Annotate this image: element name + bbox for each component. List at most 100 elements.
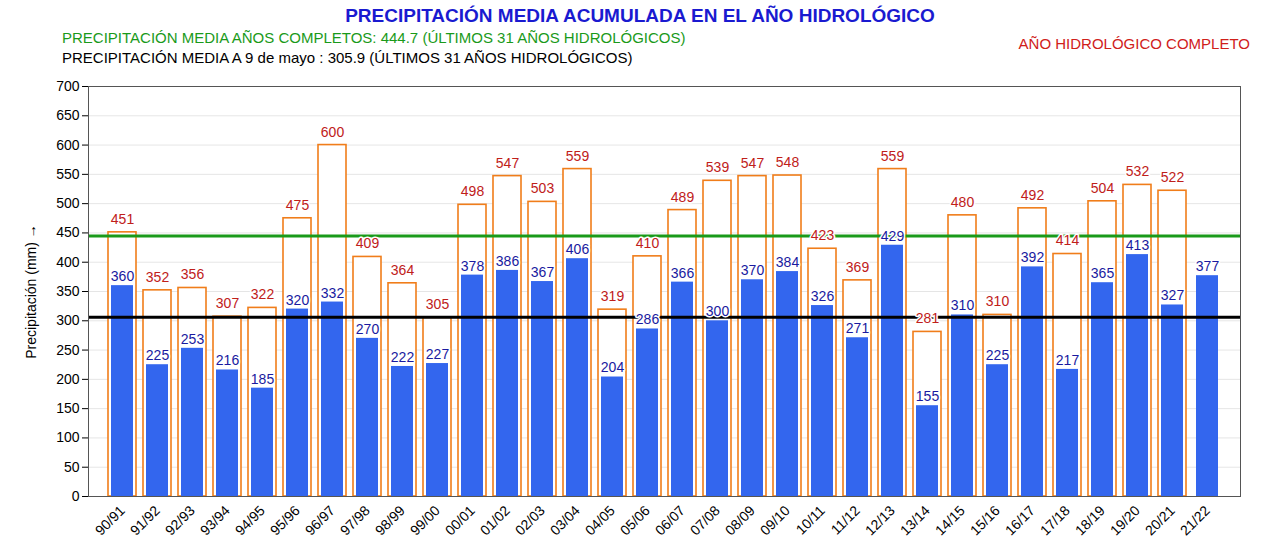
svg-text:18/19: 18/19	[1072, 502, 1108, 538]
svg-text:522: 522	[1161, 169, 1185, 185]
svg-text:539: 539	[706, 159, 730, 175]
svg-text:409: 409	[356, 235, 380, 251]
svg-text:200: 200	[56, 371, 80, 387]
svg-text:429: 429	[881, 228, 905, 244]
svg-text:17/18: 17/18	[1037, 502, 1073, 538]
svg-text:547: 547	[741, 155, 765, 171]
svg-text:21/22: 21/22	[1177, 502, 1213, 538]
svg-text:155: 155	[916, 388, 940, 404]
svg-text:90/91: 90/91	[92, 502, 128, 538]
svg-text:04/05: 04/05	[582, 502, 618, 538]
svg-text:95/96: 95/96	[267, 502, 303, 538]
svg-text:250: 250	[56, 342, 80, 358]
svg-text:94/95: 94/95	[232, 502, 268, 538]
svg-text:50: 50	[64, 459, 80, 475]
svg-text:377: 377	[1196, 258, 1220, 274]
svg-text:392: 392	[1021, 249, 1045, 265]
svg-text:307: 307	[216, 295, 240, 311]
svg-text:423: 423	[811, 227, 835, 243]
svg-text:365: 365	[1091, 265, 1115, 281]
svg-text:504: 504	[1091, 180, 1115, 196]
svg-text:475: 475	[286, 197, 310, 213]
svg-text:451: 451	[111, 211, 135, 227]
svg-text:222: 222	[391, 349, 415, 365]
svg-text:281: 281	[916, 310, 940, 326]
svg-text:559: 559	[881, 148, 905, 164]
svg-text:360: 360	[111, 268, 135, 284]
svg-text:225: 225	[146, 347, 170, 363]
svg-text:450: 450	[56, 224, 80, 240]
svg-text:500: 500	[56, 195, 80, 211]
svg-text:489: 489	[671, 189, 695, 205]
svg-text:20/21: 20/21	[1142, 502, 1178, 538]
svg-text:98/99: 98/99	[372, 502, 408, 538]
svg-text:216: 216	[216, 352, 240, 368]
svg-text:400: 400	[56, 254, 80, 270]
svg-text:300: 300	[56, 312, 80, 328]
svg-text:253: 253	[181, 331, 205, 347]
svg-text:410: 410	[636, 235, 660, 251]
svg-text:185: 185	[251, 371, 275, 387]
svg-text:310: 310	[986, 293, 1010, 309]
svg-text:227: 227	[426, 346, 450, 362]
svg-text:13/14: 13/14	[897, 502, 933, 538]
svg-text:286: 286	[636, 311, 660, 327]
svg-text:96/97: 96/97	[302, 502, 338, 538]
svg-text:367: 367	[531, 264, 555, 280]
svg-text:0: 0	[72, 488, 80, 504]
svg-text:204: 204	[601, 359, 625, 375]
svg-text:366: 366	[671, 265, 695, 281]
svg-text:01/02: 01/02	[477, 502, 513, 538]
svg-text:356: 356	[181, 266, 205, 282]
svg-text:91/92: 91/92	[127, 502, 163, 538]
svg-text:305: 305	[426, 296, 450, 312]
svg-text:550: 550	[56, 166, 80, 182]
svg-text:600: 600	[56, 137, 80, 153]
svg-text:547: 547	[496, 155, 520, 171]
svg-text:406: 406	[566, 241, 590, 257]
svg-text:378: 378	[461, 258, 485, 274]
svg-text:14/15: 14/15	[932, 502, 968, 538]
svg-text:Precipitación (mm) →: Precipitación (mm) →	[23, 224, 39, 359]
svg-text:09/10: 09/10	[757, 502, 793, 538]
svg-text:492: 492	[1021, 187, 1045, 203]
svg-text:97/98: 97/98	[337, 502, 373, 538]
svg-text:332: 332	[321, 285, 345, 301]
svg-text:08/09: 08/09	[722, 502, 758, 538]
svg-text:498: 498	[461, 183, 485, 199]
svg-text:310: 310	[951, 297, 975, 313]
svg-text:319: 319	[601, 288, 625, 304]
svg-text:326: 326	[811, 288, 835, 304]
svg-text:270: 270	[356, 321, 380, 337]
svg-text:150: 150	[56, 400, 80, 416]
svg-text:300: 300	[706, 303, 730, 319]
svg-text:369: 369	[846, 259, 870, 275]
svg-text:322: 322	[251, 286, 275, 302]
svg-text:327: 327	[1161, 287, 1185, 303]
svg-text:413: 413	[1126, 237, 1150, 253]
svg-text:414: 414	[1056, 232, 1080, 248]
svg-text:10/11: 10/11	[792, 502, 828, 538]
svg-text:100: 100	[56, 429, 80, 445]
svg-text:548: 548	[776, 154, 800, 170]
svg-text:11/12: 11/12	[827, 502, 863, 538]
svg-text:217: 217	[1056, 352, 1080, 368]
svg-text:480: 480	[951, 194, 975, 210]
svg-text:03/04: 03/04	[547, 502, 583, 538]
svg-text:386: 386	[496, 253, 520, 269]
svg-text:700: 700	[56, 78, 80, 94]
svg-text:532: 532	[1126, 163, 1150, 179]
svg-text:650: 650	[56, 107, 80, 123]
svg-text:225: 225	[986, 347, 1010, 363]
svg-text:503: 503	[531, 180, 555, 196]
svg-text:05/06: 05/06	[617, 502, 653, 538]
svg-text:99/00: 99/00	[407, 502, 443, 538]
svg-text:600: 600	[321, 124, 345, 140]
svg-text:352: 352	[146, 269, 170, 285]
svg-text:07/08: 07/08	[687, 502, 723, 538]
svg-text:384: 384	[776, 254, 800, 270]
svg-text:16/17: 16/17	[1002, 502, 1038, 538]
svg-text:00/01: 00/01	[442, 502, 478, 538]
svg-text:92/93: 92/93	[162, 502, 198, 538]
svg-text:350: 350	[56, 283, 80, 299]
